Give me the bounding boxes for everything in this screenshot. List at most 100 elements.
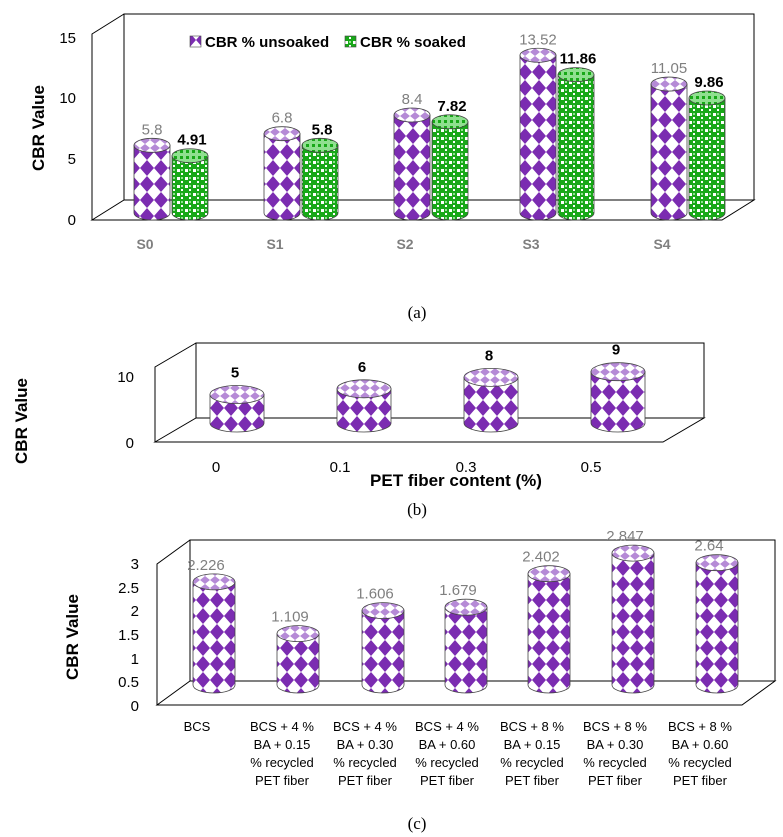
bar-unsoaked-S1 <box>263 126 301 221</box>
x-tick-line: PET fiber <box>255 773 310 788</box>
x-tick-line: BCS <box>184 719 211 734</box>
data-label-soaked: 9.86 <box>694 74 723 91</box>
bar-pet-0.5-body <box>590 371 646 433</box>
y-tick-label: 1.5 <box>118 627 139 644</box>
bar-mix-4-body <box>444 606 488 694</box>
x-tick-line: PET fiber <box>338 773 393 788</box>
x-tick-label: S1 <box>266 236 283 252</box>
data-label-unsoaked: 13.52 <box>519 31 557 48</box>
bar-soaked-S0-top <box>171 148 209 164</box>
y-tick-label: 0 <box>131 698 139 715</box>
bar-mix-6 <box>611 544 655 694</box>
x-tick-label: S2 <box>396 236 413 252</box>
bar-soaked-S4 <box>688 90 726 221</box>
x-tick-label: 0.3 <box>456 459 477 476</box>
x-tick-line: BCS + 8 % <box>668 719 732 734</box>
y-tick-label: 0 <box>126 435 134 452</box>
x-tick-label: BCS + 4 % BA + 0.60 % recycled PET fiber <box>415 719 479 788</box>
x-tick-line: BCS + 8 % <box>500 719 564 734</box>
y-tick-label: 2.5 <box>118 580 139 597</box>
bar-pet-0-top <box>209 385 265 404</box>
legend-swatch-unsoaked <box>189 35 202 48</box>
y-tick-label: 15 <box>59 30 76 47</box>
bar-mix-3-top <box>361 602 405 619</box>
y-tick-label: 10 <box>117 369 134 386</box>
bar-pet-0.3-body <box>463 377 519 433</box>
bar-pet-0 <box>209 385 265 433</box>
bar-unsoaked-S0-body <box>133 144 171 221</box>
bar-mix-5-body <box>527 573 571 694</box>
data-label: 9 <box>612 342 620 359</box>
x-tick-line: PET fiber <box>673 773 728 788</box>
y-axis-title: CBR Value <box>12 378 31 464</box>
back-wall <box>123 13 755 200</box>
x-tick-line: BA + 0.15 <box>254 737 311 752</box>
caption-a: (a) <box>408 303 427 322</box>
bar-pet-0.1-top <box>336 379 392 399</box>
x-tick-label: BCS + 4 % BA + 0.15 % recycled PET fiber <box>250 719 314 788</box>
y-tick-label: 2 <box>131 603 139 620</box>
x-tick-label: 0.1 <box>330 459 351 476</box>
bar-mix-5-top <box>527 565 571 583</box>
bar-mix-6-body <box>611 552 655 694</box>
x-tick-line: PET fiber <box>588 773 643 788</box>
bar-unsoaked-S0 <box>133 137 171 221</box>
x-tick-label: BCS + 8 % BA + 0.30 % recycled PET fiber <box>583 719 647 788</box>
x-tick-label: S3 <box>522 236 539 252</box>
bar-mix-6-top <box>611 544 655 562</box>
bar-mix-2-top <box>276 625 320 643</box>
bar-soaked-S1 <box>301 137 339 221</box>
bar-unsoaked-S3-body <box>519 54 557 221</box>
bar-soaked-S0-body <box>171 155 209 221</box>
bar-mix-1-top <box>192 573 236 591</box>
bar-unsoaked-S2 <box>393 107 431 221</box>
bar-pet-0.5 <box>590 362 646 433</box>
bar-soaked-S1-top <box>301 137 339 153</box>
x-tick-line: BCS + 4 % <box>333 719 397 734</box>
x-tick-line: % recycled <box>415 755 479 770</box>
x-tick-label: BCS + 8 % BA + 0.60 % recycled PET fiber <box>668 719 732 788</box>
bar-soaked-S3 <box>557 67 595 221</box>
x-tick-label: BCS + 8 % BA + 0.15 % recycled PET fiber <box>500 719 564 788</box>
bar-soaked-S0 <box>171 148 209 221</box>
caption-b: (b) <box>407 500 427 519</box>
x-tick-line: PET fiber <box>505 773 560 788</box>
back-wall <box>195 342 705 418</box>
bar-unsoaked-S3 <box>519 47 557 221</box>
data-label: 2.847 <box>606 528 644 545</box>
floor <box>155 680 777 706</box>
x-tick-label: BCS + 4 % BA + 0.30 % recycled PET fiber <box>333 719 397 788</box>
data-label: 2.402 <box>522 549 560 566</box>
x-axis-title: PET fiber content (%) <box>370 471 542 490</box>
y-tick-label: 0 <box>68 212 76 229</box>
bar-soaked-S4-body <box>688 97 726 221</box>
data-label: 2.226 <box>187 557 225 574</box>
bar-pet-0.3 <box>463 367 519 433</box>
y-tick-label: 3 <box>131 556 139 573</box>
x-tick-line: BA + 0.60 <box>419 737 476 752</box>
back-wall <box>189 539 776 681</box>
floor <box>153 417 706 443</box>
data-label: 2.64 <box>694 538 723 555</box>
x-tick-line: BA + 0.15 <box>504 737 561 752</box>
bar-unsoaked-S0-top <box>133 137 171 153</box>
x-tick-line: BCS + 4 % <box>250 719 314 734</box>
data-label: 6 <box>358 359 366 376</box>
data-label: 5 <box>231 365 239 382</box>
bar-soaked-S2-top <box>431 114 469 130</box>
bar-soaked-S2 <box>431 114 469 221</box>
data-label: 1.606 <box>356 586 394 603</box>
bar-mix-2-body <box>276 633 320 694</box>
bar-soaked-S3-body <box>557 74 595 221</box>
y-axis-title: CBR Value <box>29 85 48 171</box>
bar-pet-0-body <box>209 394 265 433</box>
bar-unsoaked-S2-top <box>393 107 431 123</box>
chart-c: 0 0.5 1 1.5 2 2.5 3 CBR Value 2.226 BCS 1.109 BCS +… <box>63 528 777 833</box>
bar-unsoaked-S4 <box>650 76 688 221</box>
bar-mix-1-body <box>192 581 236 694</box>
caption-c: (c) <box>408 814 427 833</box>
data-label-soaked: 4.91 <box>177 132 206 149</box>
x-tick-line: BA + 0.30 <box>337 737 394 752</box>
data-label-soaked: 7.82 <box>437 98 466 115</box>
x-tick-label: S0 <box>136 236 153 252</box>
